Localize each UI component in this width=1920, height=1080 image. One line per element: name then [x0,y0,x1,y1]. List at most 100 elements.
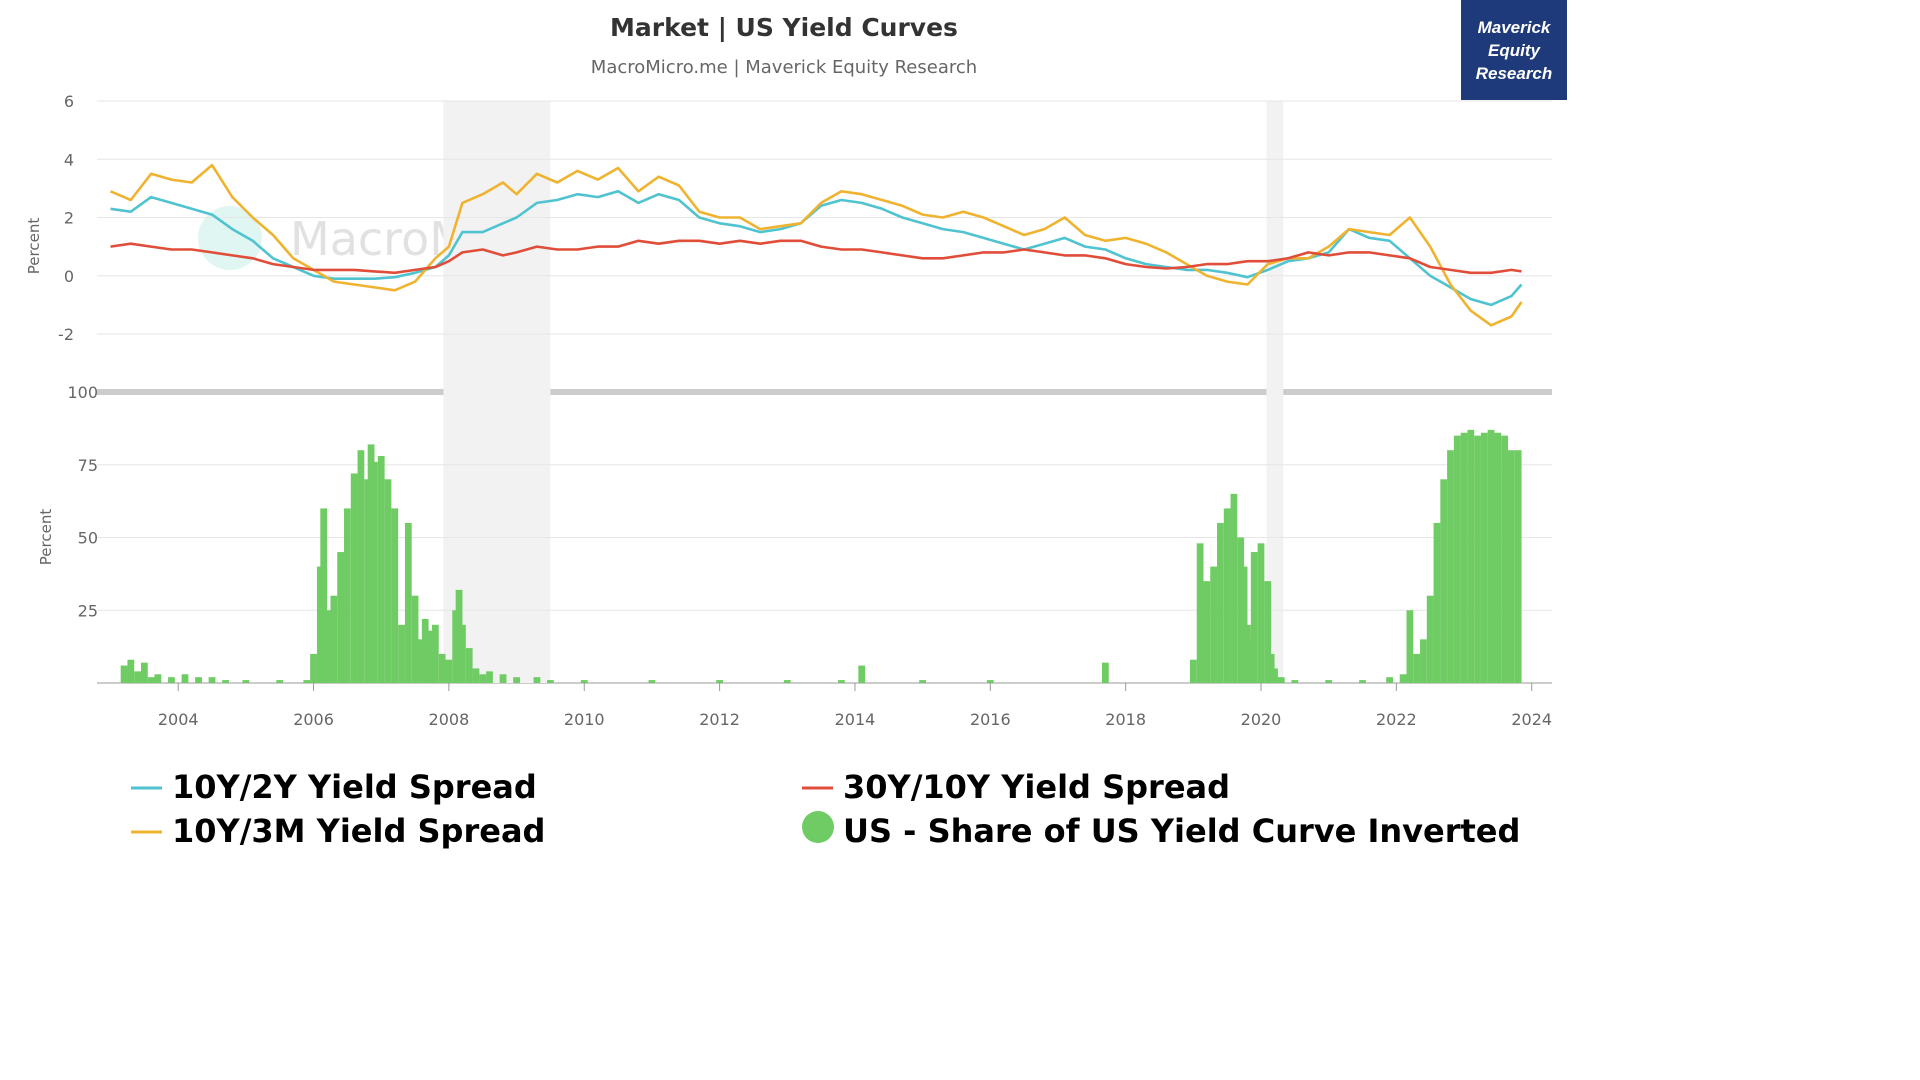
y-tick-label: 25 [78,601,98,620]
inverted-share-bar [1467,429,1475,683]
inverted-share-bar [357,450,365,683]
inverted-share-bar [391,508,399,683]
inverted-share-bar [716,680,723,683]
inverted-share-bar [1426,595,1434,683]
top-panel-grid [97,100,1552,335]
inverted-share-bar [445,659,453,683]
inverted-share-bar [222,680,229,683]
inverted-share-bar [1508,450,1515,683]
chart-title: Market | US Yield Curves [610,13,958,42]
x-ticks: 2004 2006 2008 2010 2012 2014 2016 2018 2020 2022… [158,683,1552,729]
y-tick-label: 6 [64,92,74,111]
x-tick-label: 2020 [1241,710,1282,729]
inverted-share-bar [1291,680,1299,683]
x-tick-label: 2022 [1376,710,1417,729]
x-tick-label: 2012 [699,710,740,729]
inverted-share-bar [127,659,135,683]
recession-band [443,101,551,683]
inverted-share-bar [404,522,412,683]
spread-lines [109,163,1523,327]
inverted-share-bar [986,680,994,683]
inverted-share-bar [1514,450,1522,683]
inverted-share-bar [1440,479,1448,683]
inverted-share-bar [320,508,328,683]
legend-item-inverted-share[interactable]: US - Share of US Yield Curve Inverted [802,811,1520,850]
legend-item-10y2y[interactable]: 10Y/2Y Yield Spread [131,768,537,806]
inverted-share-bar [371,461,378,683]
inverted-share-bar [168,677,175,683]
inverted-share-bar [1223,508,1231,683]
inverted-share-bars [120,429,1522,683]
inverted-share-bar [350,473,358,683]
y-tick-label: 2 [64,209,74,228]
bottom-y-ticks: 100 75 50 25 [67,383,98,620]
inverted-share-bar [547,680,554,683]
inverted-share-bar [499,674,507,683]
y-tick-label: 75 [78,456,98,475]
y-tick-label: 0 [64,267,74,286]
brand-line: Maverick [1477,17,1551,37]
inverted-share-bar [1277,677,1285,683]
inverted-share-bar [384,479,392,683]
inverted-share-bar [580,680,588,683]
inverted-share-bar [472,668,480,683]
inverted-share-bar [276,680,284,683]
inverted-share-bar [1210,566,1218,683]
chart-canvas: Market | US Yield Curves MacroMicro.me |… [25,13,1552,850]
x-tick-label: 2006 [293,710,334,729]
inverted-share-bar [1271,668,1278,683]
inverted-share-bar [411,595,419,683]
inverted-share-bar [310,653,317,683]
inverted-share-bar [344,508,351,683]
inverted-share-bar [242,680,250,683]
inverted-share-bar [154,674,162,683]
inverted-share-bar [120,665,128,683]
inverted-share-bar [1325,680,1333,683]
inverted-share-bar [303,680,311,683]
inverted-share-bar [1433,522,1441,683]
x-tick-label: 2008 [429,710,470,729]
inverted-share-bar [1494,432,1502,683]
inverted-share-bar [1101,662,1109,683]
inverted-share-bar [919,680,927,683]
inverted-share-bar [1453,435,1461,683]
inverted-share-bar [398,624,405,683]
inverted-share-bar [181,674,189,683]
inverted-share-bar [1257,543,1265,683]
inverted-share-bar [147,677,155,683]
inverted-share-bar [438,653,446,683]
inverted-share-bar [1217,522,1224,683]
legend-item-10y3m[interactable]: 10Y/3M Yield Spread [131,812,545,850]
y-tick-label: -2 [58,325,74,344]
inverted-share-bar [858,665,866,683]
inverted-share-bar [140,662,148,683]
legend-circle-icon [802,811,834,843]
inverted-share-bar [459,624,466,683]
top-y-ticks: 6 4 2 0 -2 [58,92,74,344]
chart-subtitle: MacroMicro.me | Maverick Equity Research [591,57,977,78]
inverted-share-bar [1203,581,1211,683]
inverted-share-bar [838,680,845,683]
legend-item-30y10y[interactable]: 30Y/10Y Yield Spread [802,768,1230,806]
inverted-share-bar [1240,566,1248,683]
inverted-share-bar [1447,450,1454,683]
inverted-share-bar [323,610,331,683]
inverted-share-bar [1264,581,1272,683]
inverted-share-bar [1406,610,1414,683]
inverted-share-bar [486,671,493,683]
brand-line: Equity [1488,40,1540,60]
series-line-30y10y [110,239,1522,275]
inverted-share-bar [1460,432,1468,683]
x-tick-label: 2010 [564,710,605,729]
inverted-share-bar [431,624,439,683]
top-y-axis-title: Percent [25,218,43,275]
inverted-share-bar [337,552,345,683]
x-tick-label: 2004 [158,710,199,729]
brand-badge: Maverick Equity Research [1461,0,1567,100]
inverted-share-bar [377,456,385,683]
inverted-share-bar [533,677,541,683]
bottom-panel-grid [97,464,1552,611]
inverted-share-bar [1413,653,1421,683]
inverted-share-bar [1250,552,1258,683]
inverted-share-bar [1501,435,1509,683]
